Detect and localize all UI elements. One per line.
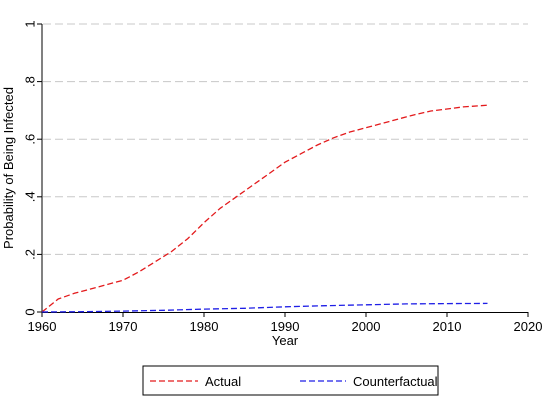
legend-label-counterfactual: Counterfactual bbox=[353, 374, 438, 389]
gridlines bbox=[43, 23, 528, 255]
y-tick-label: .8 bbox=[23, 76, 38, 87]
y-tick-label: 0 bbox=[23, 308, 38, 315]
y-tick-label: .6 bbox=[23, 134, 38, 145]
x-axis-title: Year bbox=[272, 333, 299, 348]
x-tick-label: 1970 bbox=[109, 319, 138, 334]
tick-labels: 0 .2 .4 .6 .8 1 1960 1970 1980 1990 2000 2010 2020 bbox=[23, 20, 543, 334]
y-tick-label: 1 bbox=[23, 20, 38, 27]
legend-label-actual: Actual bbox=[205, 374, 241, 389]
y-tick-label: .4 bbox=[23, 191, 38, 202]
y-tick-label: .2 bbox=[23, 249, 38, 260]
legend: Actual Counterfactual bbox=[142, 365, 439, 396]
series-lines bbox=[41, 104, 488, 313]
x-tick-label: 1960 bbox=[28, 319, 57, 334]
x-tick-label: 1990 bbox=[271, 319, 300, 334]
y-axis-title: Probability of Being Infected bbox=[1, 87, 16, 249]
legend-box bbox=[142, 365, 439, 396]
x-tick-label: 2000 bbox=[352, 319, 381, 334]
x-tick-label: 1980 bbox=[190, 319, 219, 334]
series-line-counterfactual bbox=[41, 302, 488, 313]
series-line-actual bbox=[41, 104, 488, 313]
x-tick-label: 2020 bbox=[514, 319, 543, 334]
axes bbox=[41, 24, 528, 313]
x-tick-label: 2010 bbox=[433, 319, 462, 334]
